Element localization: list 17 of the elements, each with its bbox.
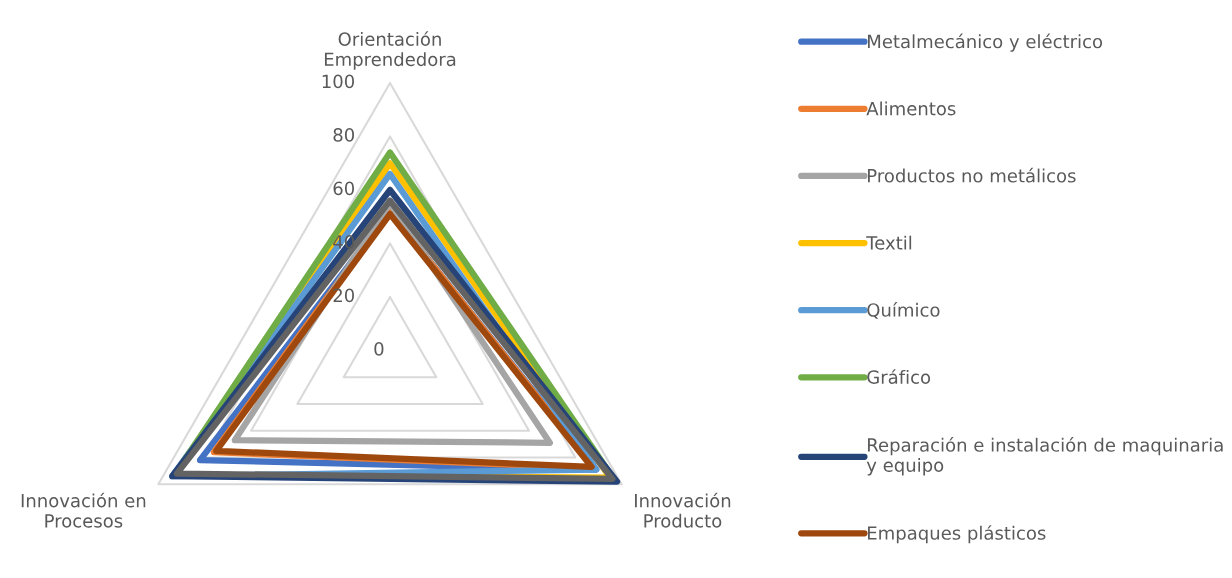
spoke-label: Orientación Emprendedora — [324, 31, 456, 70]
legend-label: Productos no metálicos — [868, 167, 1076, 183]
legend-label: Químico — [867, 302, 940, 319]
legend-label: Gráfico — [867, 369, 931, 384]
spoke-label: Innovación en Procesos — [21, 492, 146, 528]
legend-label: Textil — [866, 235, 912, 250]
y-tick-label: 20 — [333, 288, 355, 303]
legend-label: Metalmecánico y eléctrico — [868, 33, 1103, 52]
legend-label: Reparación e instalación de maquinaria y equipo — [866, 437, 1223, 476]
y-tick-label: 60 — [333, 181, 355, 196]
y-tick-label: 100 — [322, 74, 355, 89]
legend-label: Empaques plásticos — [868, 525, 1046, 544]
y-tick-label: 40 — [333, 235, 355, 249]
y-tick-label: 80 — [333, 128, 355, 142]
y-tick-label: 0 — [374, 342, 384, 356]
legend-label: Alimentos — [866, 101, 956, 116]
spoke-label: Innovación Producto — [635, 492, 731, 528]
